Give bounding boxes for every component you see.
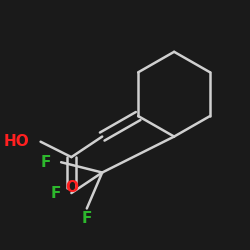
Text: F: F bbox=[82, 211, 92, 226]
Text: F: F bbox=[51, 186, 61, 200]
Text: HO: HO bbox=[3, 134, 29, 149]
Text: O: O bbox=[65, 180, 78, 196]
Text: F: F bbox=[40, 155, 51, 170]
